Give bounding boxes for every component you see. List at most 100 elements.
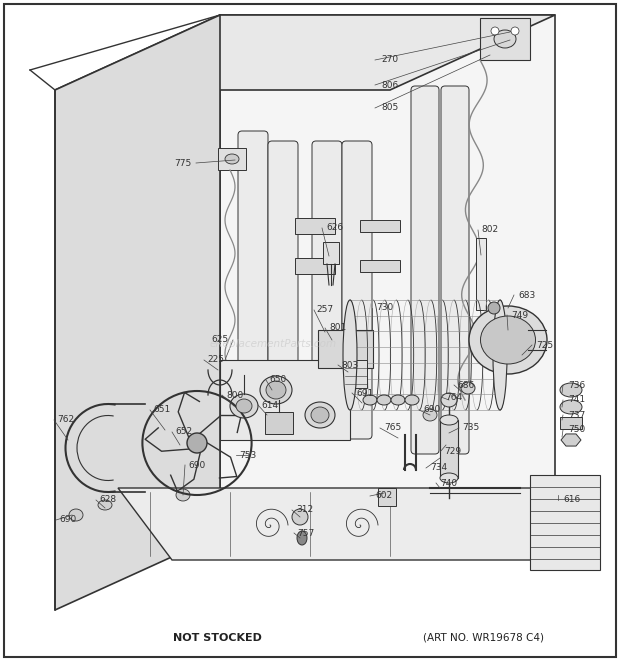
Text: 651: 651	[153, 405, 170, 414]
Text: 806: 806	[381, 81, 399, 89]
Text: (ART NO. WR19678 C4): (ART NO. WR19678 C4)	[423, 633, 544, 643]
Ellipse shape	[98, 500, 112, 510]
Text: 690: 690	[60, 516, 77, 524]
Text: 628: 628	[99, 496, 117, 504]
Polygon shape	[55, 15, 220, 610]
Text: 683: 683	[518, 290, 536, 299]
Ellipse shape	[230, 394, 258, 418]
Bar	[378, 488, 396, 506]
Text: 614: 614	[262, 401, 278, 410]
Ellipse shape	[441, 393, 457, 407]
Text: 652: 652	[175, 428, 193, 436]
Text: NOT STOCKED: NOT STOCKED	[172, 633, 262, 643]
Text: 312: 312	[296, 506, 314, 514]
FancyBboxPatch shape	[342, 141, 372, 439]
Ellipse shape	[511, 27, 519, 35]
Bar	[265, 412, 293, 434]
Ellipse shape	[560, 383, 582, 397]
Text: 691: 691	[356, 389, 374, 397]
FancyBboxPatch shape	[238, 131, 268, 429]
Bar	[295, 258, 335, 274]
Text: 690: 690	[188, 461, 206, 469]
Polygon shape	[530, 475, 600, 570]
Ellipse shape	[491, 27, 499, 35]
Text: 690: 690	[423, 405, 441, 414]
Polygon shape	[55, 15, 555, 90]
Ellipse shape	[423, 409, 437, 421]
Ellipse shape	[391, 395, 405, 405]
Bar	[220, 360, 350, 440]
Text: 803: 803	[342, 360, 358, 369]
Text: 757: 757	[298, 529, 314, 537]
Ellipse shape	[343, 300, 357, 410]
Text: 626: 626	[327, 223, 343, 233]
Ellipse shape	[187, 433, 207, 453]
Ellipse shape	[440, 415, 458, 425]
FancyBboxPatch shape	[268, 141, 298, 439]
Text: 801: 801	[329, 323, 347, 332]
Ellipse shape	[560, 400, 582, 414]
Ellipse shape	[469, 306, 547, 374]
Ellipse shape	[493, 300, 507, 410]
Text: 625: 625	[211, 336, 229, 344]
Text: 740: 740	[440, 479, 458, 488]
Bar	[323, 242, 339, 264]
Ellipse shape	[461, 382, 475, 394]
Text: 750: 750	[569, 426, 586, 434]
Text: 616: 616	[564, 496, 580, 504]
Ellipse shape	[69, 509, 83, 521]
Ellipse shape	[488, 302, 500, 314]
Ellipse shape	[311, 407, 329, 423]
Text: eReplacementParts.com: eReplacementParts.com	[209, 338, 337, 349]
Text: 257: 257	[316, 305, 334, 315]
Text: 602: 602	[376, 492, 392, 500]
Ellipse shape	[297, 531, 307, 545]
Bar	[295, 218, 335, 234]
Text: 741: 741	[569, 395, 585, 405]
Text: 765: 765	[384, 424, 402, 432]
Text: 736: 736	[569, 381, 586, 389]
Text: 749: 749	[512, 311, 529, 319]
Text: 686: 686	[458, 381, 475, 389]
Ellipse shape	[260, 376, 292, 404]
Text: 802: 802	[482, 225, 498, 235]
Bar	[318, 330, 373, 368]
Text: 735: 735	[463, 424, 480, 432]
Text: 775: 775	[174, 159, 192, 167]
Ellipse shape	[480, 316, 536, 364]
Bar	[440, 420, 458, 478]
Polygon shape	[561, 434, 581, 446]
Text: 805: 805	[381, 104, 399, 112]
Text: 753: 753	[239, 451, 257, 459]
Text: 270: 270	[381, 56, 399, 65]
Bar	[360, 260, 400, 272]
Ellipse shape	[176, 489, 190, 501]
Ellipse shape	[266, 381, 286, 399]
FancyBboxPatch shape	[312, 141, 342, 439]
Bar	[476, 238, 486, 310]
Ellipse shape	[292, 509, 308, 525]
Ellipse shape	[440, 473, 458, 483]
Ellipse shape	[405, 395, 419, 405]
Text: 734: 734	[430, 463, 448, 473]
Polygon shape	[220, 15, 555, 535]
Text: 737: 737	[569, 410, 586, 420]
Text: 764: 764	[445, 393, 463, 401]
Ellipse shape	[494, 30, 516, 48]
Text: 225: 225	[208, 356, 224, 364]
Text: 762: 762	[58, 416, 74, 424]
Text: 800: 800	[226, 391, 244, 399]
FancyBboxPatch shape	[411, 86, 439, 454]
Ellipse shape	[377, 395, 391, 405]
Ellipse shape	[236, 399, 252, 413]
Text: 725: 725	[536, 340, 554, 350]
Ellipse shape	[305, 402, 335, 428]
Text: 650: 650	[269, 375, 286, 385]
Ellipse shape	[363, 395, 377, 405]
Text: 729: 729	[445, 447, 461, 457]
Polygon shape	[118, 488, 595, 560]
Bar	[560, 417, 582, 429]
FancyBboxPatch shape	[441, 86, 469, 454]
Bar	[360, 220, 400, 232]
Ellipse shape	[225, 154, 239, 164]
